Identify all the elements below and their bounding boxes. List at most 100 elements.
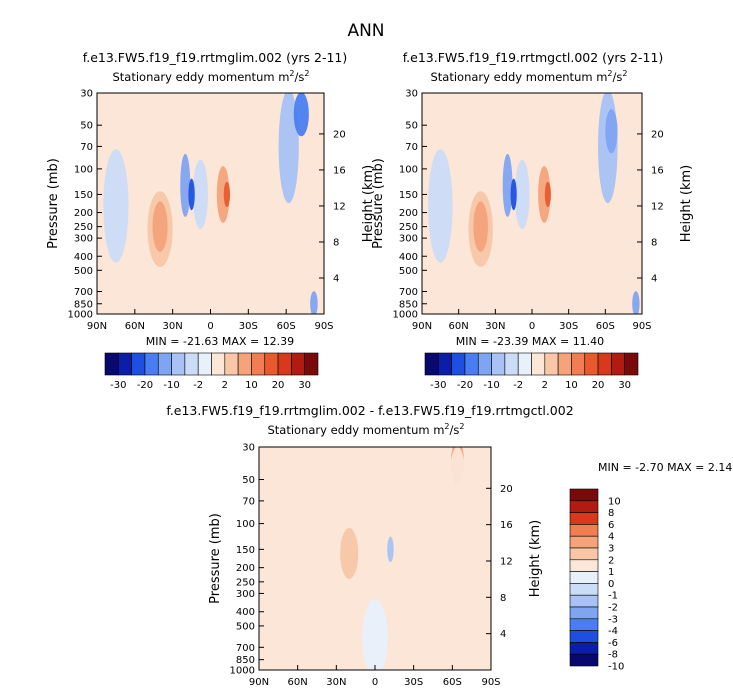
colorbar-label: -20 bbox=[137, 380, 153, 391]
contour-region bbox=[300, 554, 321, 669]
y-tick-label: 500 bbox=[236, 621, 255, 632]
y-tick-label: 70 bbox=[405, 142, 418, 153]
y-tick-label: 1000 bbox=[393, 310, 418, 321]
y-tick-label: 1000 bbox=[230, 666, 255, 677]
min-max-label: MIN = -23.39 MAX = 11.40 bbox=[456, 335, 604, 348]
y-tick-label: 500 bbox=[74, 266, 93, 277]
colorbar-label: 2 bbox=[542, 380, 548, 391]
colorbar-label: -6 bbox=[608, 638, 618, 649]
colorbar-label: 20 bbox=[272, 380, 285, 391]
y2-tick-label: 16 bbox=[651, 165, 664, 176]
y-tick-label: 400 bbox=[399, 252, 418, 263]
colorbar-swatch bbox=[224, 352, 239, 376]
x-tick-label: 30S bbox=[559, 321, 578, 332]
y-axis-label: Pressure (mb) bbox=[371, 158, 386, 249]
x-tick-label: 30N bbox=[326, 677, 346, 688]
colorbar-label: 3 bbox=[608, 544, 614, 555]
colorbar-swatch bbox=[569, 653, 599, 667]
colorbar-swatch bbox=[569, 618, 599, 631]
x-tick-label: 90N bbox=[249, 677, 269, 688]
colorbar-swatch bbox=[118, 352, 132, 376]
y-tick-label: 500 bbox=[399, 266, 418, 277]
subtitle-text: Stationary eddy momentum m bbox=[113, 70, 290, 84]
x-tick-label: 30N bbox=[485, 321, 505, 332]
y-tick-label: 300 bbox=[236, 589, 255, 600]
colorbar-swatch bbox=[451, 352, 466, 376]
colorbar-label: 2 bbox=[608, 555, 614, 566]
colorbar-swatch bbox=[291, 352, 305, 376]
y-tick-label: 70 bbox=[242, 496, 255, 507]
y2-tick-label: 8 bbox=[333, 237, 339, 248]
x-tick-label: 0 bbox=[207, 321, 213, 332]
colorbar-swatch bbox=[544, 352, 559, 376]
x-tick-label: 90S bbox=[632, 321, 651, 332]
colorbar-label: 30 bbox=[618, 380, 631, 391]
x-tick-label: 60N bbox=[125, 321, 145, 332]
x-tick-label: 0 bbox=[529, 321, 535, 332]
colorbar-swatch bbox=[584, 352, 599, 376]
min-max-label: MIN = -2.70 MAX = 2.14 bbox=[598, 461, 732, 474]
colorbar-swatch bbox=[569, 535, 599, 549]
colorbar-swatch bbox=[424, 352, 439, 376]
x-tick-label: 90N bbox=[412, 321, 432, 332]
contour-region bbox=[502, 153, 513, 217]
colorbar-swatch bbox=[184, 352, 199, 376]
y-tick-label: 1000 bbox=[68, 310, 93, 321]
y2-axis-label: Height (km) bbox=[361, 165, 376, 242]
colorbar-swatch bbox=[211, 352, 226, 376]
contour-region bbox=[463, 602, 480, 670]
y-tick-label: 50 bbox=[80, 121, 93, 132]
y-axis-label: Pressure (mb) bbox=[46, 158, 61, 249]
min-max-label: MIN = -21.63 MAX = 12.39 bbox=[146, 335, 294, 348]
colorbar-swatch bbox=[569, 642, 599, 655]
units-tail: /s bbox=[613, 70, 623, 84]
x-tick-label: 30N bbox=[163, 321, 183, 332]
colorbar-swatch bbox=[569, 547, 599, 561]
colorbar-label: 10 bbox=[608, 496, 621, 507]
panels: f.e13.FW5.f19_f19.rrtmglim.002 (yrs 2-11… bbox=[46, 50, 732, 688]
y-tick-label: 100 bbox=[236, 519, 255, 530]
colorbar-label: -30 bbox=[430, 380, 446, 391]
x-tick-label: 60N bbox=[288, 677, 308, 688]
contour-region bbox=[428, 149, 453, 263]
y-tick-label: 50 bbox=[242, 475, 255, 486]
panel-title: f.e13.FW5.f19_f19.rrtmglim.002 (yrs 2-11… bbox=[83, 50, 348, 65]
y2-tick-label: 12 bbox=[333, 201, 346, 212]
y-tick-label: 70 bbox=[80, 142, 93, 153]
colorbar-swatch bbox=[597, 352, 612, 376]
y2-tick-label: 8 bbox=[651, 237, 657, 248]
panel-2: f.e13.FW5.f19_f19.rrtmgctl.002 (yrs 2-11… bbox=[371, 50, 694, 391]
y-tick-label: 200 bbox=[399, 208, 418, 219]
y-tick-label: 150 bbox=[236, 545, 255, 556]
y-tick-label: 250 bbox=[236, 577, 255, 588]
y2-axis-label: Height (km) bbox=[528, 520, 543, 597]
y-tick-label: 200 bbox=[236, 563, 255, 574]
y-tick-label: 850 bbox=[74, 299, 93, 310]
colorbar-swatch bbox=[491, 352, 506, 376]
units-exponent: 2 bbox=[622, 69, 627, 78]
y-tick-label: 400 bbox=[74, 252, 93, 263]
colorbar-swatch bbox=[264, 352, 279, 376]
subtitle-text: Stationary eddy momentum m bbox=[431, 70, 608, 84]
contour-region bbox=[239, 122, 270, 275]
colorbar-swatch bbox=[569, 512, 599, 525]
y-tick-label: 700 bbox=[236, 643, 255, 654]
contour-region bbox=[514, 159, 530, 230]
x-tick-label: 60S bbox=[277, 321, 296, 332]
units-exponent: 2 bbox=[607, 69, 612, 78]
contour-region bbox=[278, 93, 299, 204]
colorbar: -30 -20 -10 -2 2 10 20 30 bbox=[424, 352, 639, 391]
colorbar-swatch bbox=[504, 352, 519, 376]
colorbar-swatch bbox=[464, 352, 479, 376]
colorbar-label: 4 bbox=[608, 532, 614, 543]
contour-field bbox=[422, 93, 642, 314]
x-tick-label: 90S bbox=[481, 677, 500, 688]
x-tick-label: 60S bbox=[596, 321, 615, 332]
contour-region bbox=[310, 291, 318, 314]
colorbar-label: 8 bbox=[608, 508, 614, 519]
contour-region bbox=[538, 166, 551, 223]
colorbar-swatch bbox=[438, 352, 452, 376]
colorbar-swatch bbox=[569, 488, 599, 502]
y-tick-label: 100 bbox=[399, 164, 418, 175]
